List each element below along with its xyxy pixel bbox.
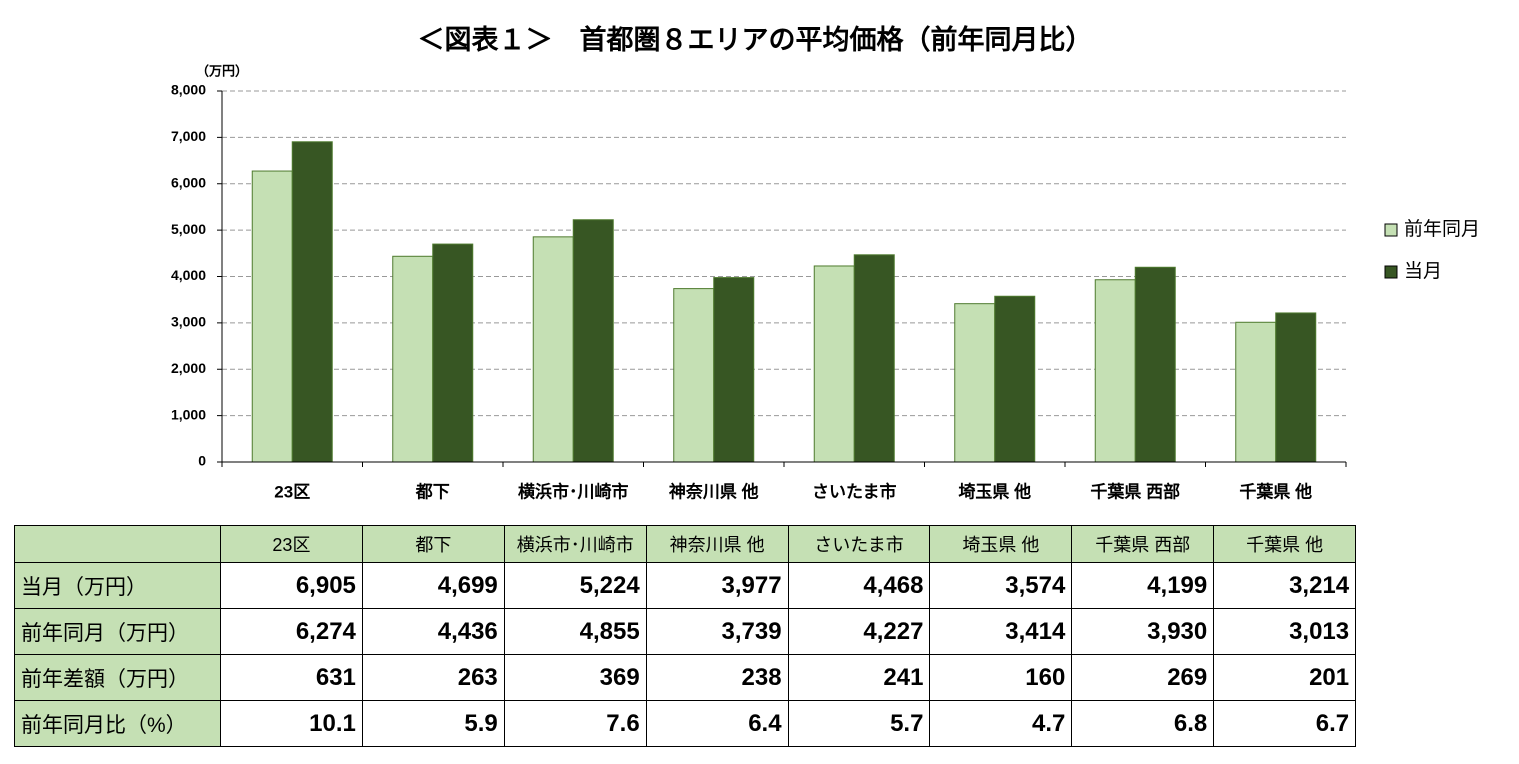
- x-tick-label: 千葉県 西部: [1090, 481, 1180, 501]
- table-cell: 160: [929, 654, 1073, 701]
- bar: [954, 303, 996, 463]
- table-cell: 3,930: [1071, 608, 1215, 655]
- bar: [1275, 312, 1317, 463]
- table-row: 当月（万円） 6,905 4,699 5,224 3,977 4,468 3,574 4,19…: [14, 562, 1357, 609]
- x-tick-label: 23区: [274, 482, 310, 501]
- bar: [713, 277, 755, 463]
- bar: [392, 255, 434, 463]
- table-cell: 4.7: [929, 700, 1073, 747]
- chart-title: ＜図表１＞ 首都圏８エリアの平均価格（前年同月比）: [418, 24, 1093, 55]
- x-tick-label: 千葉県 他: [1239, 481, 1312, 501]
- row-label: 前年同月（万円）: [14, 608, 221, 655]
- bar: [813, 265, 855, 463]
- bar: [1134, 266, 1176, 463]
- y-unit: （万円）: [196, 63, 248, 78]
- legend-label: 当月: [1404, 260, 1442, 282]
- table-cell: 10.1: [220, 700, 363, 747]
- y-tick-label: 4,000: [171, 267, 206, 283]
- bar: [432, 243, 474, 463]
- table-cell: 3,414: [929, 608, 1073, 655]
- table-cell: 241: [787, 654, 931, 701]
- y-tick-label: 0: [198, 453, 206, 469]
- y-tick-label: 7,000: [171, 128, 206, 144]
- column-header: 横浜市･川崎市: [503, 525, 647, 563]
- table-cell: 201: [1213, 654, 1357, 701]
- x-tick-label: 都下: [415, 481, 450, 501]
- table-cell: 3,214: [1213, 562, 1357, 609]
- legend-swatch: [1384, 223, 1398, 237]
- column-header: 埼玉県 他: [929, 525, 1073, 563]
- x-tick-label: 横浜市･川崎市: [518, 481, 629, 501]
- y-tick-label: 2,000: [171, 360, 206, 376]
- column-header: 都下: [361, 525, 505, 563]
- legend-swatch: [1384, 265, 1398, 279]
- table-row: 前年同月比（%） 10.1 5.9 7.6 6.4 5.7 4.7 6.8 6.7: [14, 700, 1357, 747]
- x-tick-label: 埼玉県 他: [958, 481, 1031, 501]
- y-tick-label: 8,000: [171, 82, 206, 98]
- table-cell: 5.7: [787, 700, 931, 747]
- table-cell: 4,199: [1071, 562, 1215, 609]
- row-label: 前年同月比（%）: [14, 700, 221, 747]
- table-cell: 7.6: [503, 700, 647, 747]
- bar: [291, 141, 333, 463]
- table-cell: 3,739: [645, 608, 789, 655]
- bar: [1235, 321, 1277, 463]
- row-label: 当月（万円）: [14, 562, 221, 609]
- legend-label: 前年同月: [1404, 218, 1480, 240]
- column-header: 神奈川県 他: [645, 525, 789, 563]
- table-cell: 4,227: [787, 608, 931, 655]
- chart: ＜図表１＞ 首都圏８エリアの平均価格（前年同月比） （万円） 0 1,000 2,0…: [171, 24, 1480, 501]
- bar: [532, 236, 574, 463]
- y-tick-label: 3,000: [171, 314, 206, 330]
- table-cell: 5,224: [503, 562, 647, 609]
- x-tick-label: 神奈川県 他: [669, 481, 759, 501]
- table-cell: 3,574: [929, 562, 1073, 609]
- table-cell: 369: [503, 654, 647, 701]
- column-header: さいたま市: [787, 525, 931, 563]
- bar: [994, 295, 1036, 463]
- table-cell: 5.9: [361, 700, 505, 747]
- bar: [251, 170, 293, 463]
- table-cell: 6.8: [1071, 700, 1215, 747]
- table-cell: 6,274: [220, 608, 363, 655]
- table-row: 前年差額（万円） 631 263 369 238 241 160 269 201: [14, 654, 1357, 701]
- table-cell: 238: [645, 654, 789, 701]
- table-cell: 263: [361, 654, 505, 701]
- column-header: 千葉県 他: [1213, 525, 1357, 563]
- table-cell: 4,436: [361, 608, 505, 655]
- bar: [673, 288, 715, 463]
- table-cell: 6.4: [645, 700, 789, 747]
- y-tick-label: 5,000: [171, 221, 206, 237]
- data-table: 23区 都下 横浜市･川崎市 神奈川県 他さいたま市 埼玉県 他千葉県 西部 千葉県 他当…: [14, 525, 1357, 747]
- table-cell: 4,468: [787, 562, 931, 609]
- corner: [14, 525, 221, 563]
- table-cell: 6,905: [220, 562, 363, 609]
- bar: [572, 219, 614, 463]
- row-label: 前年差額（万円）: [14, 654, 221, 701]
- table-cell: 631: [220, 654, 363, 701]
- table-cell: 269: [1071, 654, 1215, 701]
- column-header: 千葉県 西部: [1071, 525, 1215, 563]
- table-cell: 6.7: [1213, 700, 1357, 747]
- table-cell: 3,977: [645, 562, 789, 609]
- table-cell: 4,699: [361, 562, 505, 609]
- column-header: 23区: [220, 525, 363, 563]
- y-tick-label: 6,000: [171, 174, 206, 190]
- bar: [853, 254, 895, 463]
- table-cell: 4,855: [503, 608, 647, 655]
- bar: [1094, 279, 1136, 463]
- table-row: 前年同月（万円） 6,274 4,436 4,855 3,739 4,227 3,414 3,…: [14, 608, 1357, 655]
- x-tick-label: さいたま市: [812, 481, 897, 501]
- y-tick-label: 1,000: [171, 406, 206, 422]
- header-row: 23区 都下 横浜市･川崎市 神奈川県 他さいたま市 埼玉県 他千葉県 西部 千葉県 他: [14, 525, 1357, 563]
- table-cell: 3,013: [1213, 608, 1357, 655]
